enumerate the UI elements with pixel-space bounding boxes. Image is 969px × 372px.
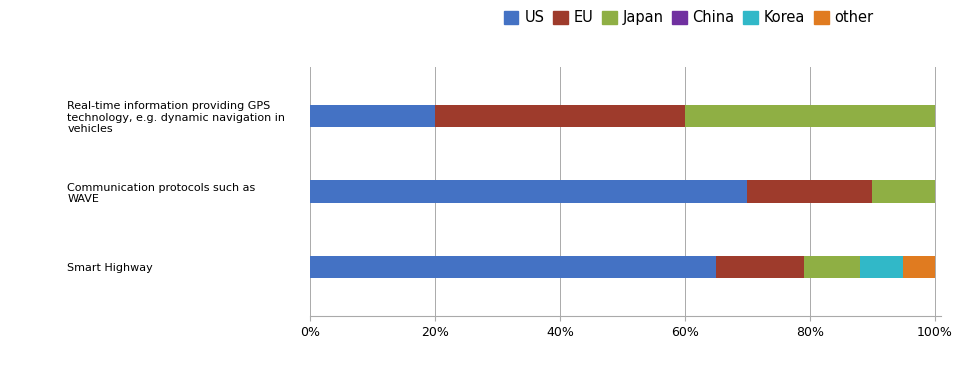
Bar — [435, 105, 684, 127]
Bar — [802, 256, 859, 278]
Bar — [684, 105, 934, 127]
Bar — [871, 180, 934, 203]
Bar — [310, 256, 715, 278]
Bar — [310, 180, 746, 203]
Bar — [859, 256, 902, 278]
Legend: US, EU, Japan, China, Korea, other: US, EU, Japan, China, Korea, other — [497, 4, 879, 31]
Bar — [310, 105, 435, 127]
Bar — [902, 256, 934, 278]
Bar — [746, 180, 871, 203]
Bar — [715, 256, 802, 278]
